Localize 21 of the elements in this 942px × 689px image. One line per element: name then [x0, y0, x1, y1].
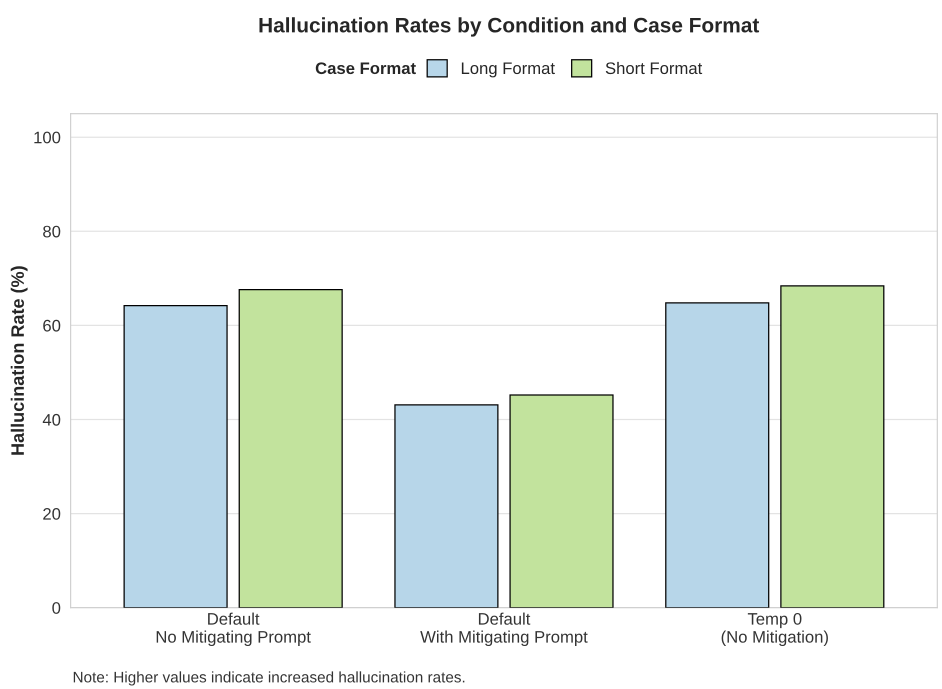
legend-label: Short Format — [606, 62, 702, 74]
bar — [394, 404, 498, 608]
y-tick-label: 40 — [42, 414, 60, 426]
x-tick-label: Default With Mitigating Prompt — [420, 612, 588, 646]
bar — [665, 302, 770, 608]
legend-title: Case Format — [316, 62, 416, 74]
y-axis-title: Hallucination Rate (%) — [10, 266, 28, 455]
legend-label: Long Format — [462, 62, 555, 78]
text: Note: Higher values indicate increased hallucination rates. — [74, 671, 464, 686]
y-tick-label: 0 — [52, 602, 60, 614]
bar — [124, 305, 228, 608]
x-tick-label: Temp 0 (No Mitigation) — [722, 613, 828, 646]
bar — [509, 394, 614, 608]
x-tick-label: Default No Mitigating Prompt — [156, 612, 311, 646]
y-tick-label: 80 — [43, 226, 60, 238]
y-tick-label: 60 — [43, 320, 60, 332]
bar — [238, 289, 343, 608]
y-tick-label: 20 — [43, 508, 60, 520]
chart-title: Hallucination Rates by Condition and Case Format — [259, 17, 760, 37]
y-tick-label: 100 — [34, 132, 60, 144]
bar — [780, 285, 884, 608]
